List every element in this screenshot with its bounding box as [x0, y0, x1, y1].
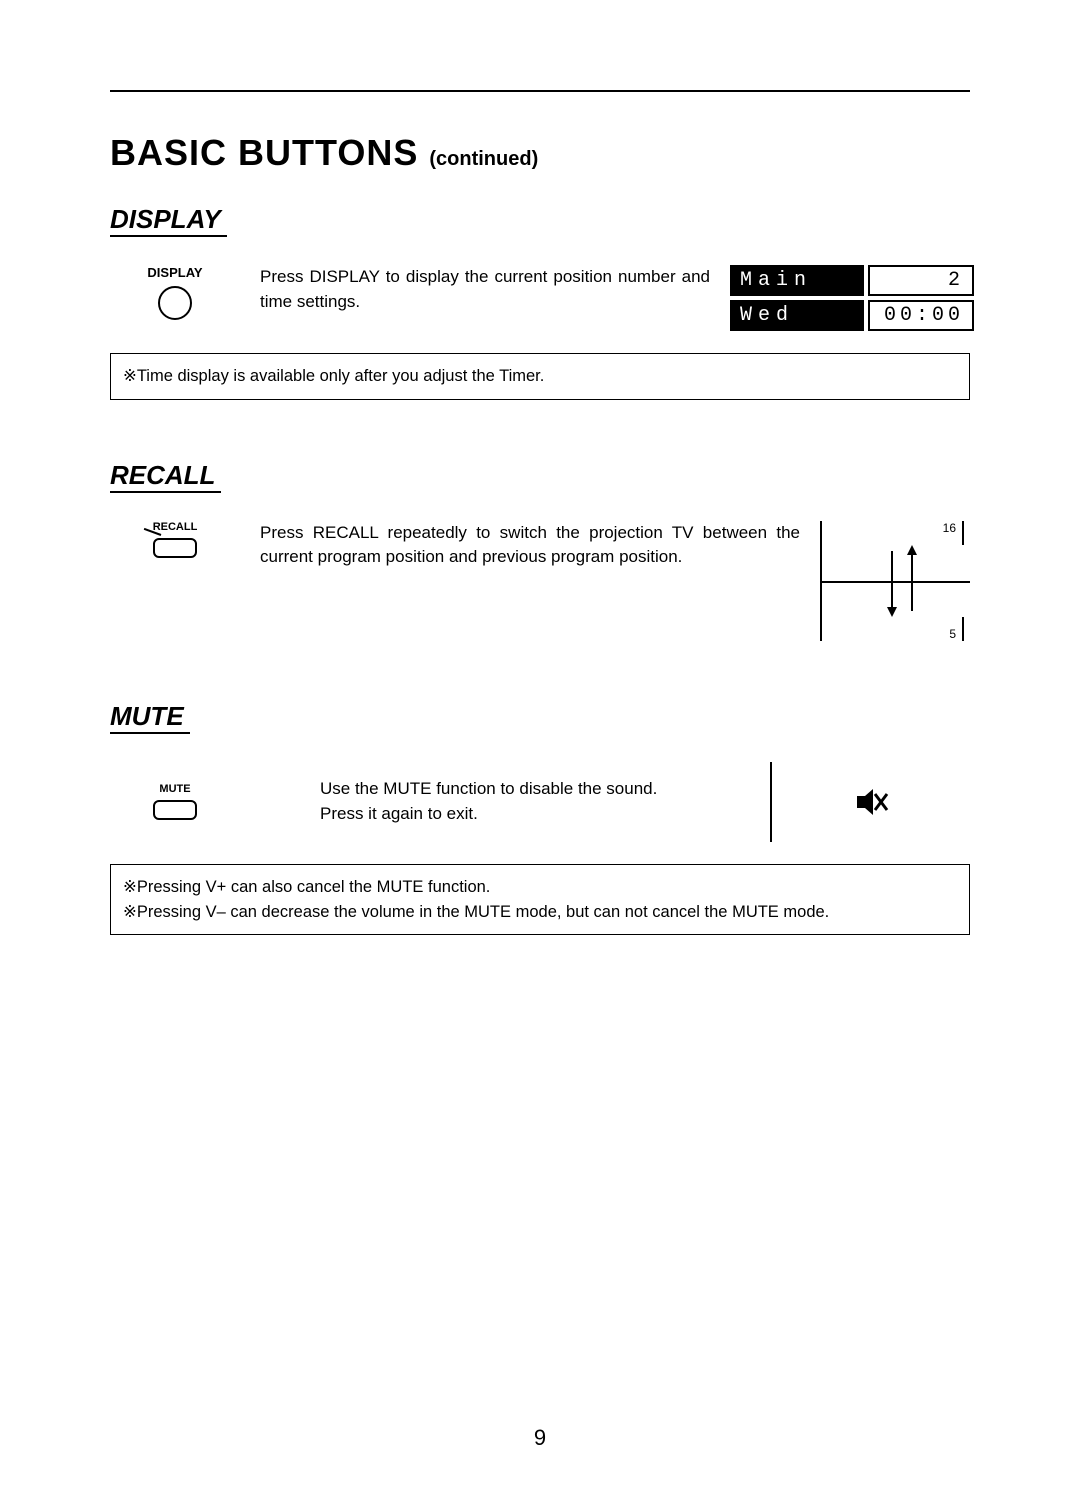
mute-note-box: ※Pressing V+ can also cancel the MUTE fu… — [110, 864, 970, 936]
recall-row: RECALL Press RECALL repeatedly to switch… — [110, 521, 970, 641]
section-heading-mute: MUTE — [110, 701, 190, 734]
mute-button-col: MUTE — [110, 783, 240, 820]
mute-button-label: MUTE — [159, 783, 190, 795]
osd-day-label: Wed — [730, 300, 864, 331]
osd-time-value: 00:00 — [868, 300, 974, 331]
section-recall: RECALL RECALL Press RECALL repeatedly to… — [110, 460, 970, 641]
mute-desc-line1: Use the MUTE function to disable the sou… — [320, 777, 750, 802]
recall-button-label: RECALL — [153, 521, 198, 533]
recall-button-col: RECALL — [110, 521, 240, 558]
title-continued: (continued) — [429, 148, 538, 170]
note-marker: ※ — [123, 367, 137, 385]
mute-note-2-text: Pressing V– can decrease the volume in t… — [137, 903, 829, 921]
note-marker: ※ — [123, 878, 137, 896]
display-button-label: DISPLAY — [147, 265, 202, 280]
recall-figure: 16 5 — [820, 521, 970, 641]
speaker-muted-icon — [853, 784, 889, 820]
osd-panel: Main 2 Wed 00:00 — [730, 265, 970, 331]
recall-description: Press RECALL repeatedly to switch the pr… — [260, 521, 800, 570]
mute-speaker-diagram — [770, 762, 970, 842]
osd-row-1: Main 2 — [730, 265, 970, 296]
mute-description: Use the MUTE function to disable the sou… — [260, 777, 750, 826]
mute-desc-line2: Press it again to exit. — [320, 802, 750, 827]
display-row: DISPLAY Press DISPLAY to display the cur… — [110, 265, 970, 331]
note-marker: ※ — [123, 903, 137, 921]
recall-arrows-icon — [877, 541, 927, 621]
display-button-col: DISPLAY — [110, 265, 240, 320]
display-note-box: ※Time display is available only after yo… — [110, 353, 970, 400]
display-button-icon — [158, 286, 192, 320]
osd-main-value: 2 — [868, 265, 974, 296]
section-heading-recall: RECALL — [110, 460, 221, 493]
display-note-text: Time display is available only after you… — [137, 367, 545, 385]
title-main: BASIC BUTTONS — [110, 132, 429, 173]
recall-button-icon — [153, 538, 197, 558]
osd-row-2: Wed 00:00 — [730, 300, 970, 331]
top-rule — [110, 90, 970, 92]
mute-note-1-text: Pressing V+ can also cancel the MUTE fun… — [137, 878, 491, 896]
mute-button-icon — [153, 800, 197, 820]
mute-note-2: ※Pressing V– can decrease the volume in … — [123, 900, 957, 925]
manual-page: BASIC BUTTONS (continued) DISPLAY DISPLA… — [0, 0, 1080, 1491]
mute-figure — [770, 762, 970, 842]
section-display: DISPLAY DISPLAY Press DISPLAY to display… — [110, 204, 970, 400]
mute-note-1: ※Pressing V+ can also cancel the MUTE fu… — [123, 875, 957, 900]
page-number: 9 — [0, 1425, 1080, 1451]
section-heading-display: DISPLAY — [110, 204, 227, 237]
recall-top-number: 16 — [943, 521, 964, 545]
section-mute: MUTE MUTE Use the MUTE function to disab… — [110, 701, 970, 936]
recall-bottom-number: 5 — [949, 617, 964, 641]
page-title: BASIC BUTTONS (continued) — [110, 132, 970, 174]
display-description: Press DISPLAY to display the current pos… — [260, 265, 710, 314]
mute-row: MUTE Use the MUTE function to disable th… — [110, 762, 970, 842]
display-osd: Main 2 Wed 00:00 — [730, 265, 970, 331]
osd-main-label: Main — [730, 265, 864, 296]
recall-swap-diagram: 16 5 — [820, 521, 970, 641]
